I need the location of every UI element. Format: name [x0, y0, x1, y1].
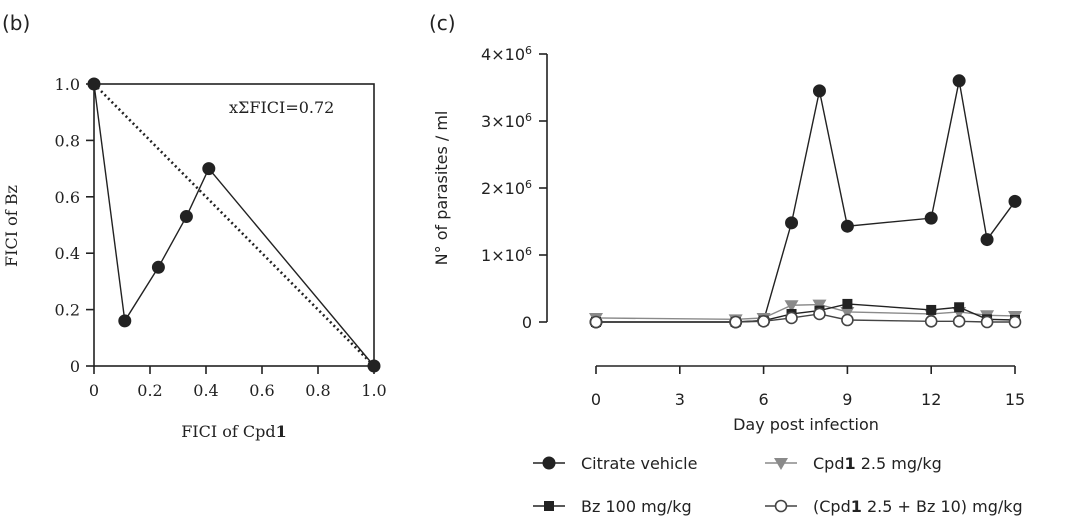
- panel-c-point-0: [980, 233, 994, 247]
- panel-b-y-tick-label: 1.0: [55, 75, 80, 94]
- panel-c-y-ticks: 0 1×106 2×106 3×106 4×106: [481, 44, 547, 332]
- legend-marker: [774, 458, 788, 470]
- panel-c-point-1: [812, 299, 827, 312]
- panel-b-point: [179, 210, 193, 224]
- panel-b-point: [151, 260, 165, 274]
- panel-b-y-tick-label: 0.2: [55, 301, 80, 320]
- panel-c-point-0: [1008, 194, 1022, 208]
- legend-label: (Cpd1 2.5 + Bz 10) mg/kg: [813, 497, 1023, 516]
- panel-b-x-tick-label: 0.2: [137, 381, 162, 400]
- panel-b-x-tick-label: 0.8: [305, 381, 330, 400]
- panel-c-point-0: [840, 219, 854, 233]
- panel-c-point-2: [842, 298, 853, 309]
- panel-c-point-3: [924, 315, 938, 328]
- panel-b-fici-isobologram: (b) 0 0.2 0.4 0.6 0.8 1.0 0 0.2 0.4 0.6 0.8 1.0 xΣ…: [2, 11, 387, 441]
- legend-marker: [774, 499, 788, 513]
- panel-b-x-axis-label: FICI of Cpd1: [181, 422, 287, 441]
- panel-c-y-tick-label: 4×106: [481, 44, 532, 65]
- panel-b-x-tick-label: 0.4: [193, 381, 218, 400]
- panel-c-label: (c): [429, 11, 456, 35]
- panel-c-point-3: [729, 315, 742, 329]
- panel-b-annotation: xΣFICI=0.72: [229, 98, 334, 117]
- panel-b-y-axis-label: FICI of Bz: [2, 185, 21, 267]
- panel-c-y-tick-label: 1×106: [481, 245, 532, 266]
- panel-c-point-0: [812, 84, 826, 98]
- legend-marker: [544, 501, 554, 511]
- panel-c-point-1: [840, 306, 855, 319]
- panel-c-y-axis-label: N° of parasites / ml: [432, 111, 451, 266]
- legend-label: Bz 100 mg/kg: [581, 497, 692, 516]
- panel-c-series: [589, 74, 1022, 329]
- panel-b-frame: [93, 83, 375, 367]
- panel-c-y-tick-label: 3×106: [481, 111, 532, 132]
- panel-c-x-tick-label: 15: [1005, 390, 1025, 409]
- panel-c-point-0: [785, 216, 799, 230]
- panel-c-point-1: [784, 300, 799, 313]
- panel-b-y-ticks: 0 0.2 0.4 0.6 0.8 1.0: [55, 75, 94, 376]
- panel-b-additivity-line: [93, 83, 375, 367]
- panel-b-point: [367, 359, 381, 373]
- panel-c-x-tick-label: 6: [759, 390, 769, 409]
- panel-b-x-tick-label: 1.0: [361, 381, 386, 400]
- panel-c-point-3: [813, 307, 826, 321]
- panel-c-x-axis-label: Day post infection: [733, 415, 879, 434]
- panel-b-x-tick-label: 0: [89, 381, 99, 400]
- panel-c-x-tick-label: 0: [591, 390, 601, 409]
- panel-c-series-line-0: [596, 80, 1016, 323]
- panel-c-point-3: [980, 315, 994, 329]
- panel-c-x-tick-label: 9: [842, 390, 852, 409]
- panel-b-point: [118, 314, 132, 328]
- panel-c-point-3: [757, 315, 770, 328]
- panel-c-point-3: [1008, 315, 1022, 329]
- panel-c-x-ticks: 0 3 6 9 12 15: [591, 366, 1025, 409]
- panel-c-point-3: [589, 315, 603, 329]
- panel-b-y-tick-label: 0.4: [55, 244, 80, 263]
- panel-b-y-tick-label: 0.8: [55, 131, 80, 150]
- panel-c-y-tick-label: 0: [522, 313, 532, 332]
- panel-c-x-tick-label: 12: [921, 390, 941, 409]
- panel-c-point-2: [954, 302, 965, 313]
- panel-b-x-tick-label: 0.6: [249, 381, 274, 400]
- panel-c-point-3: [785, 311, 798, 325]
- panel-b-y-tick-label: 0.6: [55, 188, 80, 207]
- panel-b-point: [202, 162, 216, 176]
- panel-c-y-tick-label: 2×106: [481, 178, 532, 199]
- panel-b-fici-line: [93, 83, 375, 367]
- panel-b-label: (b): [2, 11, 30, 35]
- panel-c-point-3: [841, 313, 854, 327]
- panel-c-parasitemia: (c) 0 3 6 9 12 15 0 1×106 2×106 3×106 4×106 Day p…: [429, 11, 1025, 516]
- panel-c-point-0: [952, 74, 966, 88]
- legend-marker: [542, 456, 556, 470]
- panel-c-x-tick-label: 3: [675, 390, 685, 409]
- panel-c-legend: Citrate vehicle Cpd1 2.5 mg/kg Bz 100 mg/k…: [533, 454, 1023, 516]
- panel-c-point-3: [952, 315, 966, 328]
- panel-c-series-line-3: [596, 313, 1015, 323]
- panel-b-x-ticks: 0 0.2 0.4 0.6 0.8 1.0: [89, 366, 387, 400]
- panel-b-y-tick-label: 0: [70, 357, 80, 376]
- legend-label: Citrate vehicle: [581, 454, 697, 473]
- legend-label: Cpd1 2.5 mg/kg: [813, 454, 942, 473]
- panel-c-point-2: [926, 304, 937, 315]
- panel-c-point-0: [924, 211, 938, 225]
- panel-b-series: [87, 77, 381, 373]
